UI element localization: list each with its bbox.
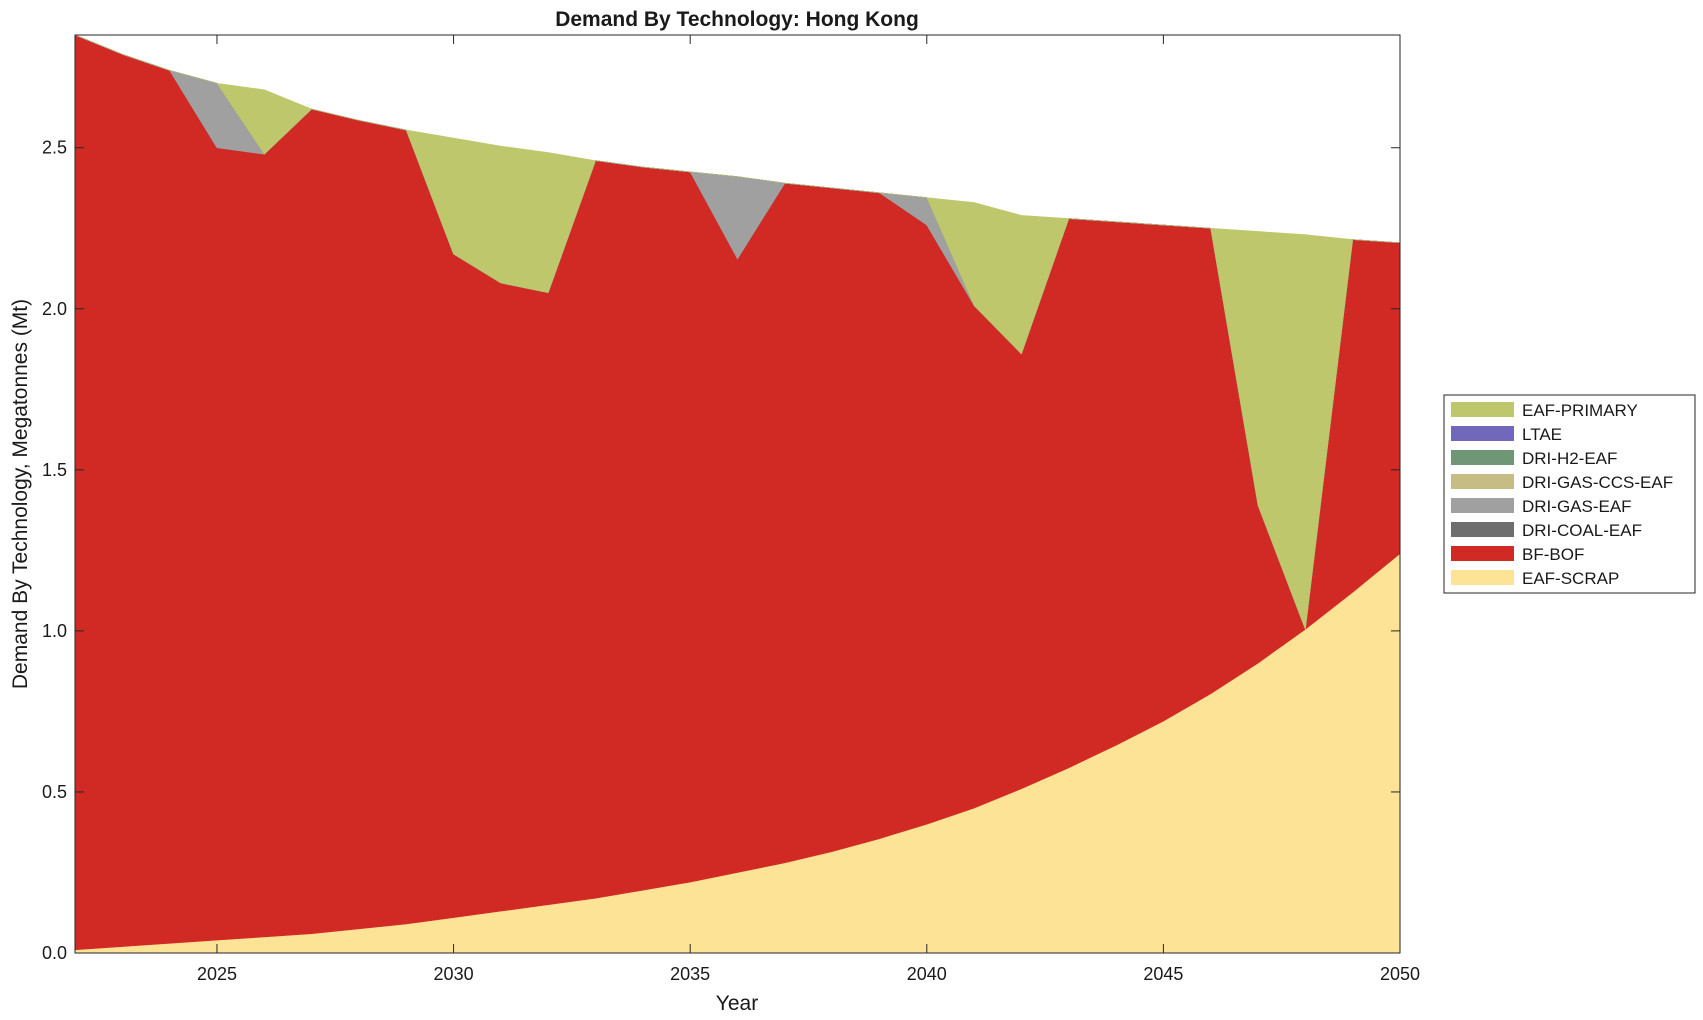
y-tick-label: 1.5 xyxy=(42,460,67,480)
legend-label-dri-coal-eaf: DRI-COAL-EAF xyxy=(1522,521,1642,540)
legend-label-eaf-primary: EAF-PRIMARY xyxy=(1522,401,1638,420)
legend-swatch-ltae xyxy=(1451,426,1514,441)
y-tick-label: 0.5 xyxy=(42,782,67,802)
legend: EAF-PRIMARY LTAE DRI-H2-EAF DRI-GAS-CCS-EAF… xyxy=(1443,394,1696,594)
y-tick-label: 2.0 xyxy=(42,299,67,319)
x-tick-label: 2045 xyxy=(1143,964,1183,984)
legend-swatch-bf-bof xyxy=(1451,546,1514,561)
x-axis-label: Year xyxy=(716,992,758,1015)
legend-label-dri-gas-ccs-eaf: DRI-GAS-CCS-EAF xyxy=(1522,473,1673,492)
legend-swatch-dri-coal-eaf xyxy=(1451,522,1514,537)
legend-label-ltae: LTAE xyxy=(1522,425,1562,444)
legend-swatch-eaf-primary xyxy=(1451,402,1514,417)
x-tick-label: 2025 xyxy=(197,964,237,984)
y-tick-label: 1.0 xyxy=(42,621,67,641)
legend-label-eaf-scrap: EAF-SCRAP xyxy=(1522,569,1619,588)
legend-swatch-dri-h2-eaf xyxy=(1451,450,1514,465)
legend-label-dri-h2-eaf: DRI-H2-EAF xyxy=(1522,449,1617,468)
legend-swatch-dri-gas-ccs-eaf xyxy=(1451,474,1514,489)
x-tick-label: 2040 xyxy=(907,964,947,984)
x-tick-label: 2030 xyxy=(434,964,474,984)
plot-areas xyxy=(74,34,1401,954)
legend-label-dri-gas-eaf: DRI-GAS-EAF xyxy=(1522,497,1632,516)
plot-frame xyxy=(74,34,1401,954)
x-tick-label: 2035 xyxy=(670,964,710,984)
x-tick-label: 2050 xyxy=(1380,964,1420,984)
y-tick-label: 0.0 xyxy=(42,943,67,963)
y-tick-label: 2.5 xyxy=(42,138,67,158)
axis-ticks: 2025 2030 2035 2040 2045 2050 0.0 0.5 1.0 1.5 2.0 2… xyxy=(42,35,1420,984)
chart-title: Demand By Technology: Hong Kong xyxy=(555,8,919,31)
y-axis-label: Demand By Technology, Megatonnes (Mt) xyxy=(9,299,32,689)
legend-label-bf-bof: BF-BOF xyxy=(1522,545,1584,564)
legend-swatch-dri-gas-eaf xyxy=(1451,498,1514,513)
legend-swatch-eaf-scrap xyxy=(1451,570,1514,585)
